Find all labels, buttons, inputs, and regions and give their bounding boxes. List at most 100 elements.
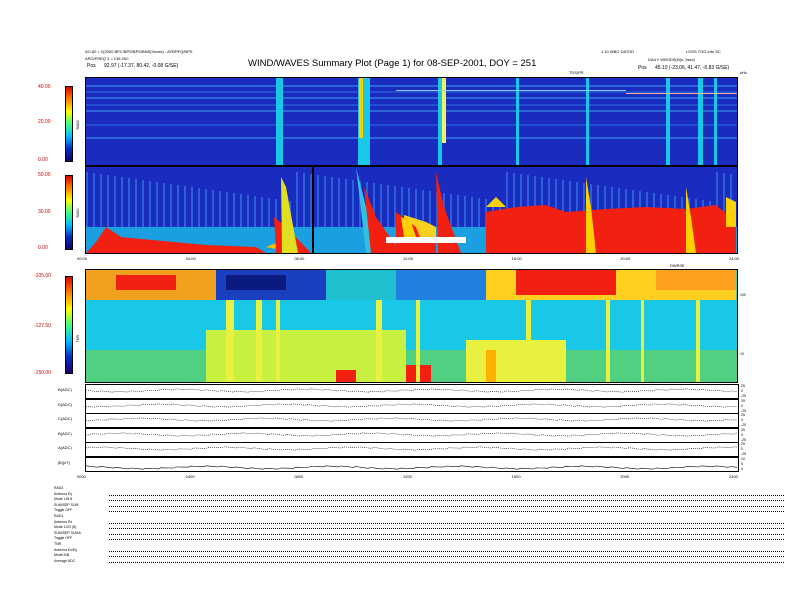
tnr-upper-mid — [326, 270, 396, 300]
line-panel-right-tick: 10 — [741, 456, 745, 461]
rad1-streak — [716, 172, 718, 232]
line-panel — [85, 384, 739, 399]
line-panel — [85, 413, 739, 428]
tnr-colorbar — [65, 276, 73, 374]
rad1-streak — [471, 197, 473, 253]
rad1-streak — [149, 181, 151, 241]
rad1-tick-top: 50.00 — [38, 172, 51, 178]
status-text: Average ADC — [54, 558, 76, 563]
time-tick: 16:00 — [511, 256, 522, 261]
line-panel-label: |B|(nT) — [58, 459, 71, 465]
status-header: TNR — [54, 542, 61, 547]
rad1-streak — [177, 185, 179, 245]
status-row: Antenna Ex/Ey — [54, 547, 784, 553]
time-tick: 20:00 — [620, 256, 631, 261]
status-dots — [109, 550, 784, 552]
line-panel-right-tick: 25 — [741, 384, 745, 388]
status-row: Mode A/B — [54, 553, 784, 558]
line-panel-right-tick: 0 — [741, 403, 743, 408]
rad1-streak — [352, 180, 354, 240]
line-panel-right-tick: 0 — [741, 432, 743, 437]
rad2-burst — [666, 78, 670, 165]
status-dots — [109, 528, 784, 530]
status-dots — [109, 556, 784, 558]
status-dots — [109, 533, 784, 535]
khz-label: kHz — [740, 70, 747, 75]
time-tick: 0000 — [77, 474, 86, 479]
rad1-streak — [114, 176, 116, 236]
line-panel-right-tick: 25 — [741, 427, 745, 432]
line-panel-trace — [86, 446, 738, 451]
tnr-burst — [696, 300, 700, 382]
tnr-burst — [276, 300, 280, 382]
header-right-top: LOSS TOG Info SC — [686, 49, 721, 54]
status-text: Antenna Ex — [54, 519, 73, 524]
rad1-streak — [100, 174, 102, 234]
status-row: SUM/SEP SUM — [54, 503, 784, 508]
line-panel-right-tick: -25 — [741, 452, 747, 456]
line-panel-right-tick: 25 — [741, 398, 745, 403]
header-right-pos-label: Pos — [638, 65, 647, 71]
rad1-colorbar — [65, 175, 73, 250]
rad2-burst — [438, 78, 442, 165]
tnr-spectrogram — [85, 269, 738, 383]
rad1-streak — [268, 198, 270, 253]
time-tick: 24:00 — [729, 256, 740, 261]
rad1-streak — [569, 181, 571, 241]
line-panel-label: B(ADC) — [58, 430, 72, 436]
rad1-heatmap — [86, 167, 737, 253]
line-panel-right-tick: -25 — [741, 408, 747, 413]
rad1-streak — [317, 175, 319, 235]
header-right-line1: 1.10 WBO DATOD — [601, 49, 635, 54]
tnr-lower-hot — [486, 350, 496, 382]
rad1-streak — [359, 181, 361, 241]
line-panel-series — [86, 464, 738, 470]
tnr-right-tick-10: 10 — [740, 352, 744, 356]
rad2-burst-core — [359, 78, 363, 138]
status-header: RAD2 — [54, 486, 63, 491]
rad1-burst — [356, 167, 386, 253]
rad2-burst-core — [442, 78, 446, 143]
status-dots — [109, 522, 784, 524]
status-dots — [109, 500, 784, 502]
rad1-burst — [486, 197, 506, 207]
rad2-band-warm — [626, 93, 737, 94]
rad1-burst — [686, 187, 696, 253]
rad1-burst — [86, 227, 266, 253]
status-dots — [109, 539, 784, 541]
status-text: SUM/SEP SUMA — [54, 530, 81, 535]
line-panel-label: A(ADC) — [58, 445, 72, 450]
header-left-line1: AO.80 = 2(2000 BPC/BPS/BPS/BNS(%cnts) - … — [85, 49, 193, 54]
rad1-spectrogram — [85, 166, 738, 254]
tnr-lower-warm — [206, 330, 406, 382]
rad2-colorbar — [65, 86, 73, 162]
tnr-heatmap — [86, 270, 737, 382]
rad1-streak — [128, 178, 130, 238]
line-panel-right-tick: -25 — [741, 394, 747, 398]
tnr-right-tick-100: 100 — [740, 293, 746, 297]
rad1-streak — [254, 196, 256, 253]
rad1-streak — [429, 191, 431, 251]
tnr-top-label: TDS/FR — [569, 70, 584, 75]
line-panel-trace — [86, 417, 738, 422]
rad1-streak — [121, 177, 123, 237]
status-text: Antenna Ex/Ey — [54, 547, 78, 552]
line-panel-trace — [86, 388, 738, 393]
status-text: TNR — [54, 542, 62, 546]
status-row: Mode LOG (8) — [54, 525, 784, 530]
time-axis-upper: 00:00 04:00 08:00 12:00 16:00 20:00 24:00 — [77, 256, 740, 264]
line-panel — [85, 398, 739, 414]
rad1-tick-mid: 30.00 — [38, 209, 51, 215]
line-panel-right-tick: 0 — [741, 418, 743, 422]
rad1-streak — [212, 190, 214, 250]
rad1-streak — [240, 194, 242, 253]
line-panel-label: D(ADC) — [58, 401, 72, 407]
rad1-streak — [345, 179, 347, 239]
rad1-streak — [170, 184, 172, 244]
tnr-burst — [641, 300, 644, 382]
rad1-streak — [520, 174, 522, 234]
time-tick: 0800 — [294, 474, 304, 479]
status-text: Toggle OFF — [54, 508, 73, 513]
rad2-burst — [516, 78, 519, 165]
status-text: Mode LIN 8 — [54, 497, 73, 502]
